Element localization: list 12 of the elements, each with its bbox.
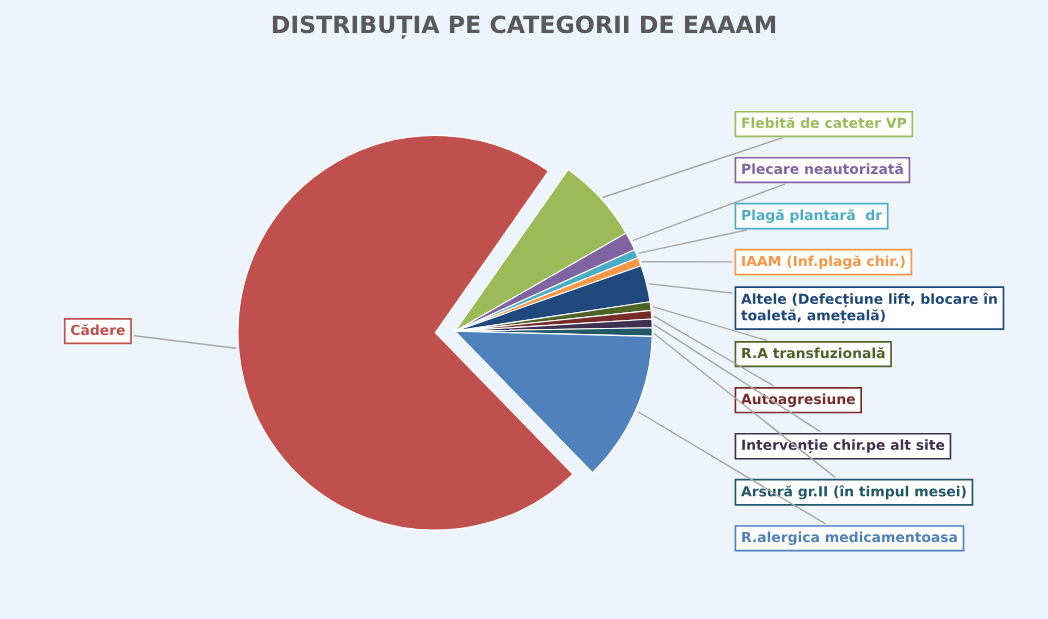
slice-label: Plecare neautorizată [742,163,903,175]
slice-label: Arsură gr.II (în timpul mesei) [741,485,966,500]
slice-label: IAAM (Inf.plagă chir.) [742,255,905,270]
chart-title: DISTRIBUȚIA PE CATEGORII DE EAAAM [272,15,776,39]
slice-label: Plagă plantară dr [742,209,883,224]
slice-label: R.alergica medicamentoasa [742,531,957,546]
slice-label: Autoagresiune [741,393,855,407]
slice-label: Flebită de cateter VP [742,116,907,129]
slice-label: Altele (Defecțiune lift, blocare în toaletă, amețeală) [741,292,997,324]
slice-label: R.A transfuzională [742,347,885,359]
slice-label: Intervenție chir.pe alt site [742,439,945,454]
slice-label: Cădere [70,324,125,336]
